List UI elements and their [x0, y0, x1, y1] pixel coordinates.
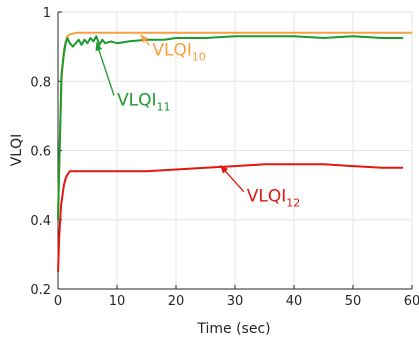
series-line-3 — [57, 163, 404, 272]
annotation-label-subscript: 10 — [192, 50, 206, 63]
axes — [57, 11, 413, 290]
annotation-arrow-head — [140, 34, 149, 43]
annotation-label-main: VLQI — [152, 40, 192, 60]
annotation-label: VLQI10 — [152, 40, 206, 63]
x-tick-label: 50 — [345, 294, 362, 309]
x-tick-label: 0 — [54, 294, 62, 309]
y-tick-label: 0.8 — [30, 75, 51, 90]
series-lines — [57, 31, 412, 272]
annotation-arrow-line — [95, 42, 115, 96]
y-tick-label: 1 — [43, 6, 51, 21]
annotation-label-subscript: 11 — [157, 100, 171, 113]
x-axis-label: Time (sec) — [196, 321, 270, 337]
annotation-label-main: VLQI — [117, 90, 157, 110]
annotation-label: VLQI11 — [117, 90, 171, 113]
y-axis-label: VLQI — [9, 134, 25, 167]
y-tick-label: 0.4 — [30, 214, 51, 229]
annotation-label-subscript: 12 — [286, 197, 300, 210]
annotation-label-main: VLQI — [247, 187, 286, 207]
annotation-arrow-head — [220, 165, 229, 174]
series-line-2 — [57, 35, 404, 220]
x-tick-label: 30 — [227, 294, 244, 309]
x-tick-label: 20 — [168, 294, 185, 309]
x-tick-label: 10 — [109, 294, 126, 309]
tick-labels: 0 10 20 30 40 50 60 0.2 0.4 0.6 0.8 1 — [30, 6, 419, 309]
y-tick-label: 0.2 — [30, 283, 51, 298]
x-tick-label: 60 — [404, 294, 419, 309]
annotation-label: VLQI12 — [247, 187, 300, 210]
y-tick-label: 0.6 — [30, 145, 51, 160]
annotation-arrow-head — [95, 42, 103, 52]
x-tick-label: 40 — [286, 294, 303, 309]
